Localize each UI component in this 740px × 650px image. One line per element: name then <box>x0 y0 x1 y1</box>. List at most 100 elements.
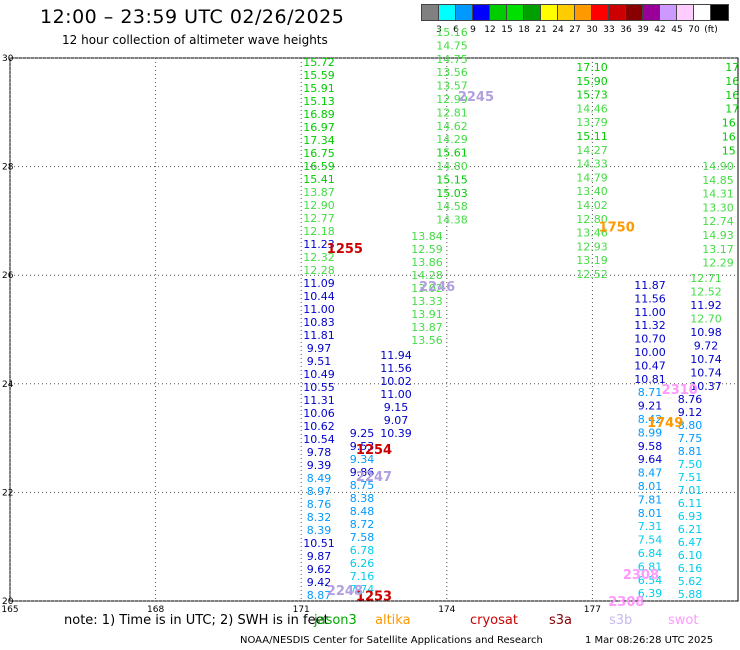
legend-swatch <box>710 4 729 21</box>
wave-height-label: 13.30 <box>702 201 734 214</box>
wave-height-label: 14.46 <box>576 102 608 115</box>
wave-height-label: 9.62 <box>307 563 332 576</box>
wave-height-label: 8.71 <box>638 386 663 399</box>
wave-height-label: 6.10 <box>678 549 703 562</box>
wave-height-label: 15.15 <box>436 173 468 186</box>
legend-swatch <box>523 4 542 21</box>
wave-height-label: 11.94 <box>380 349 412 362</box>
wave-height-label: 16.89 <box>303 108 335 121</box>
x-tick-label: 174 <box>438 605 455 615</box>
wave-height-label: 11.00 <box>303 303 335 316</box>
wave-height-label: 15.13 <box>303 95 335 108</box>
wave-height-label: 15.41 <box>303 173 335 186</box>
legend-label: 9 <box>470 25 476 35</box>
wave-height-label: 13.56 <box>411 334 443 347</box>
wave-height-label: 13.19 <box>576 254 608 267</box>
wave-height-label: 6.78 <box>350 544 375 557</box>
wave-height-label: 13.46 <box>576 227 608 240</box>
wave-height-label: 10.62 <box>303 420 335 433</box>
wave-height-label: 12.52 <box>576 268 608 281</box>
legend-label: 3 <box>436 25 442 35</box>
satellite-name: altika <box>375 613 411 628</box>
track-time-label: 1749 <box>647 416 683 431</box>
legend-swatch <box>642 4 661 21</box>
satellite-name: s3b <box>609 613 633 628</box>
wave-height-label: 12.81 <box>436 106 468 119</box>
wave-height-label: 10.44 <box>303 290 335 303</box>
wave-height-label: 14.80 <box>436 160 468 173</box>
legend-label: 39 <box>637 25 649 35</box>
wave-height-label: 14.79 <box>576 171 608 184</box>
legend-label: 24 <box>552 25 564 35</box>
wave-height-label: 8.49 <box>307 472 332 485</box>
wave-height-label: 9.64 <box>638 453 663 466</box>
legend-swatch <box>540 4 559 21</box>
legend-label: 42 <box>654 25 666 35</box>
legend-swatch <box>506 4 525 21</box>
wave-height-label: 9.39 <box>307 459 332 472</box>
wave-height-label: 5.62 <box>678 575 703 588</box>
legend-label: 21 <box>535 25 547 35</box>
wave-height-label: 8.39 <box>307 524 332 537</box>
wave-height-label: 14.58 <box>436 200 468 213</box>
wave-height-label: 8.99 <box>638 426 663 439</box>
wave-height-label: 12.90 <box>303 199 335 212</box>
wave-height-label: 12.99 <box>436 93 468 106</box>
wave-height-label: 13.56 <box>436 66 468 79</box>
track-time-label: 2248 <box>327 584 363 599</box>
wave-height-label: 13.40 <box>576 185 608 198</box>
wave-height-label: 9.53 <box>350 440 375 453</box>
wave-height-label: 11.00 <box>380 388 412 401</box>
wave-height-label: 12.77 <box>303 212 335 225</box>
wave-height-label: 9.12 <box>678 406 703 419</box>
wave-height-label: 13.57 <box>436 80 468 93</box>
legend-label: (ft) <box>704 25 718 35</box>
track-time-label: 2245 <box>458 90 494 105</box>
legend-label: 45 <box>671 25 683 35</box>
wave-height-label: 7.51 <box>678 471 703 484</box>
legend-swatch <box>676 4 695 21</box>
wave-height-label: 13.17 <box>702 243 734 256</box>
wave-height-label: 15.59 <box>303 69 335 82</box>
wave-height-label: 6.81 <box>638 560 663 573</box>
wave-height-label: 8.01 <box>638 507 663 520</box>
wave-height-label: 7.75 <box>678 432 703 445</box>
wave-height-label: 6.39 <box>638 587 663 600</box>
wave-height-label: 10.98 <box>690 326 722 339</box>
wave-height-label: 12.28 <box>303 264 335 277</box>
wave-height-label: 11.56 <box>380 362 412 375</box>
wave-height-label: 8.80 <box>678 419 703 432</box>
wave-height-label: 15.11 <box>576 130 608 143</box>
legend-swatch <box>693 4 712 21</box>
legend-label: 70 <box>688 25 700 35</box>
wave-height-label: 11.56 <box>634 292 666 305</box>
wave-height-label: 10.49 <box>303 368 335 381</box>
wave-height-label: 14.62 <box>436 120 468 133</box>
legend-swatch <box>625 4 644 21</box>
wave-height-label: 10.37 <box>690 380 722 393</box>
wave-height-label: 6.54 <box>638 574 663 587</box>
wave-height-label: 14.27 <box>576 144 608 157</box>
wave-height-label: 9.97 <box>307 342 332 355</box>
track-time-label: 2247 <box>356 470 392 485</box>
legend-label: 30 <box>586 25 598 35</box>
wave-height-label: 6.16 <box>678 562 703 575</box>
wave-height-label: 13.86 <box>411 256 443 269</box>
wave-height-label: 8.38 <box>350 492 375 505</box>
y-tick-label: 24 <box>2 380 14 390</box>
wave-height-label: 15.16 <box>436 26 468 39</box>
satellite-name: cryosat <box>470 613 518 628</box>
wave-height-label: 10.74 <box>690 367 722 380</box>
x-tick-label: 177 <box>584 605 601 615</box>
wave-height-label: 9.42 <box>307 576 332 589</box>
wave-height-label: 6.47 <box>678 536 703 549</box>
wave-height-label: 12.80 <box>576 213 608 226</box>
wave-height-label: 10.39 <box>380 427 412 440</box>
wave-height-label: 14.85 <box>702 174 734 187</box>
wave-height-label: 17. <box>725 103 740 116</box>
wave-height-label: 16.0 <box>722 117 740 130</box>
credit-line: NOAA/NESDIS Center for Satellite Applica… <box>240 635 543 646</box>
wave-height-label: 9.78 <box>307 446 332 459</box>
wave-height-label: 16. <box>725 75 740 88</box>
wave-height-label: 16.75 <box>303 147 335 160</box>
